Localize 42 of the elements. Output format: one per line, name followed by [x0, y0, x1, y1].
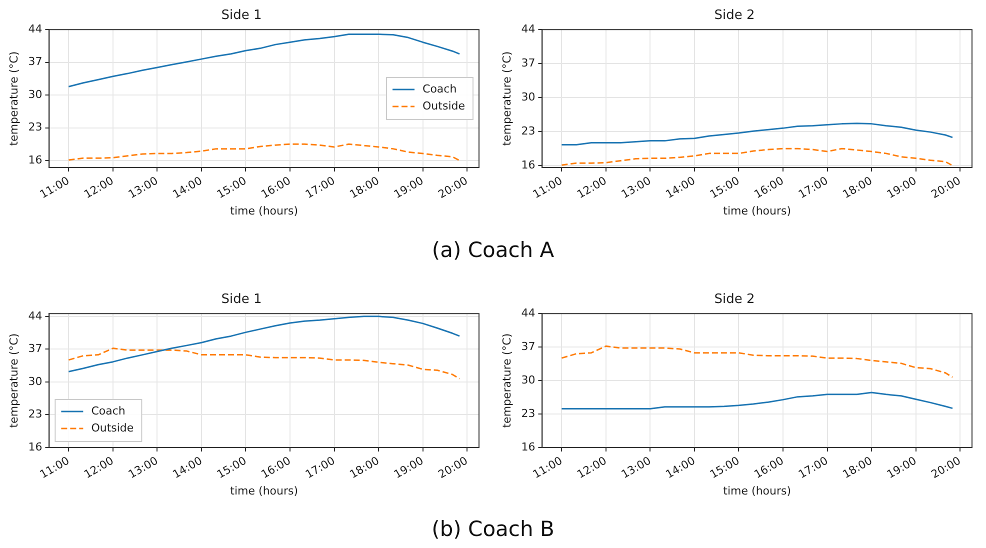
chart-title: Side 1	[221, 292, 262, 308]
y-tick-label: 44	[28, 22, 42, 36]
y-tick-label: 44	[521, 22, 536, 36]
line-series	[560, 148, 954, 166]
line-series	[68, 143, 460, 162]
y-tick-label: 16	[28, 440, 42, 454]
x-axis-title: time (hours)	[723, 484, 792, 498]
chart-title: Side 1	[221, 8, 262, 24]
line-series	[68, 348, 460, 380]
text: (a) Coach A	[430, 238, 556, 262]
x-axis-title: time (hours)	[230, 484, 298, 498]
y-axis-title: temperature (°C)	[500, 333, 514, 428]
y-tick-label: 30	[521, 90, 536, 104]
legend-label: Coach	[91, 404, 126, 418]
chart-title: Side 2	[714, 8, 755, 24]
y-tick-label: 37	[28, 55, 42, 68]
y-axis-title: temperature (°C)	[7, 51, 20, 146]
text: (b) Coach B	[430, 517, 556, 541]
legend-label: Coach	[422, 82, 457, 96]
y-tick-label: 16	[521, 158, 536, 172]
chart-title: Side 2	[714, 292, 755, 308]
y-tick-label: 30	[28, 374, 42, 388]
y-axis-title: temperature (°C)	[7, 333, 20, 428]
y-tick-label: 23	[28, 120, 42, 134]
x-axis-title: time (hours)	[230, 204, 298, 218]
y-tick-label: 23	[28, 408, 42, 421]
y-tick-label: 23	[521, 124, 536, 138]
y-tick-label: 16	[521, 440, 536, 454]
y-tick-label: 30	[521, 373, 536, 386]
legend-label: Outside	[422, 99, 466, 112]
y-tick-label: 16	[28, 153, 42, 166]
y-tick-label: 37	[521, 340, 536, 353]
y-tick-label: 23	[521, 406, 536, 420]
line-series	[560, 345, 954, 378]
y-axis-title: temperature (°C)	[500, 51, 514, 146]
legend-label: Outside	[91, 421, 134, 434]
y-tick-label: 37	[521, 56, 536, 70]
x-axis-title: time (hours)	[723, 204, 792, 218]
y-tick-label: 37	[28, 342, 42, 356]
y-tick-label: 30	[28, 88, 42, 101]
y-tick-label: 44	[28, 309, 42, 322]
y-tick-label: 44	[521, 306, 536, 320]
